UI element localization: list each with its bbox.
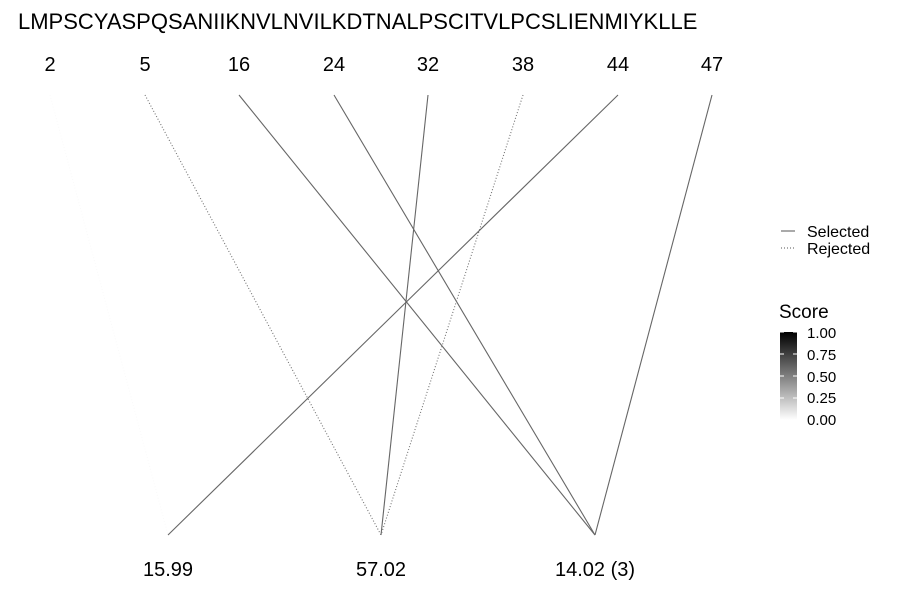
legend-rejected-label: Rejected bbox=[807, 241, 870, 258]
score-tick-label: 0.75 bbox=[807, 347, 836, 364]
selected-connection-line bbox=[167, 94, 619, 536]
score-tick-label: 0.00 bbox=[807, 412, 836, 429]
position-label: 24 bbox=[323, 54, 345, 76]
mass-labels: 15.99 57.02 14.02 (3) bbox=[143, 559, 635, 581]
position-label: 47 bbox=[701, 54, 723, 76]
rejected-connection-line bbox=[49, 94, 169, 536]
score-tick-label: 1.00 bbox=[807, 325, 836, 342]
score-colorbar bbox=[780, 332, 797, 420]
rejected-connection-line bbox=[144, 94, 382, 536]
position-label: 5 bbox=[139, 54, 150, 76]
linetype-legend: Selected Rejected bbox=[781, 224, 870, 258]
position-labels: 2 5 16 24 32 38 44 47 bbox=[44, 54, 723, 76]
selected-connection-line bbox=[238, 94, 596, 536]
connection-lines bbox=[49, 94, 713, 536]
score-tick-label: 0.50 bbox=[807, 369, 836, 386]
rejected-connection-line bbox=[380, 94, 524, 536]
selected-connection-line bbox=[333, 94, 596, 536]
mass-label: 14.02 (3) bbox=[555, 559, 635, 581]
score-legend-title: Score bbox=[779, 302, 829, 323]
position-label: 2 bbox=[44, 54, 55, 76]
mass-label: 57.02 bbox=[356, 559, 406, 581]
mass-label: 15.99 bbox=[143, 559, 193, 581]
selected-connection-line bbox=[380, 94, 429, 536]
peptide-sequence: LMPSCYASPQSANIIKNVLNVILKDTNALPSCITVLPCSL… bbox=[18, 9, 697, 34]
position-label: 38 bbox=[512, 54, 534, 76]
position-label: 32 bbox=[417, 54, 439, 76]
legend-selected-label: Selected bbox=[807, 224, 869, 241]
position-label: 16 bbox=[228, 54, 250, 76]
score-tick-label: 0.25 bbox=[807, 390, 836, 407]
position-label: 44 bbox=[607, 54, 629, 76]
selected-connection-line bbox=[594, 94, 713, 536]
score-legend: Score 1.00 0.75 0.50 0.25 0.00 bbox=[779, 302, 836, 429]
